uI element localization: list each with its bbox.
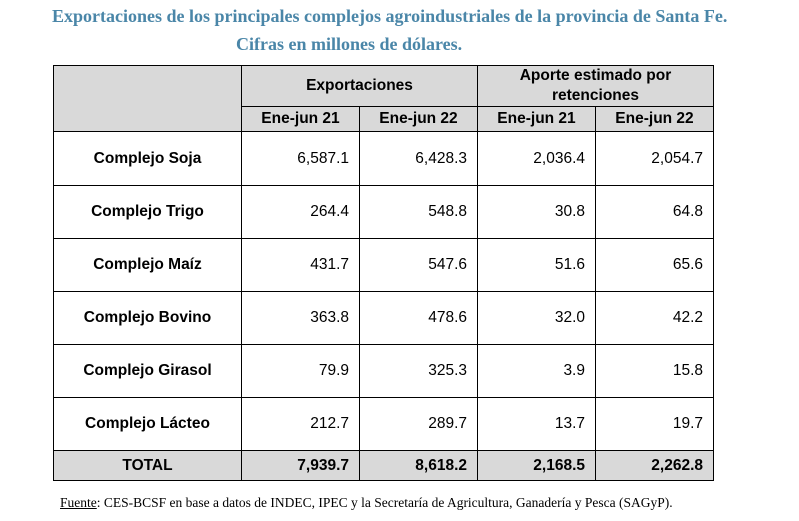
cell-value: 19.7 bbox=[595, 397, 714, 451]
row-label: Complejo Girasol bbox=[53, 344, 242, 398]
cell-value: 3.9 bbox=[477, 344, 596, 398]
total-label: TOTAL bbox=[53, 450, 242, 481]
row-label: Complejo Maíz bbox=[53, 238, 242, 292]
row-label: Complejo Soja bbox=[53, 131, 242, 186]
cell-value: 32.0 bbox=[477, 291, 596, 345]
table-row: Complejo Maíz 431.7 547.6 51.6 65.6 bbox=[53, 238, 714, 292]
row-label: Complejo Lácteo bbox=[53, 397, 242, 451]
total-value: 2,262.8 bbox=[595, 450, 714, 481]
row-label: Complejo Bovino bbox=[53, 291, 242, 345]
source-note: Fuente: CES-BCSF en base a datos de INDE… bbox=[60, 495, 673, 511]
cell-value: 6,428.3 bbox=[359, 131, 478, 186]
cell-value: 2,054.7 bbox=[595, 131, 714, 186]
header-corner-cell bbox=[53, 65, 242, 132]
table-row: Complejo Lácteo 212.7 289.7 13.7 19.7 bbox=[53, 397, 714, 451]
header-exports: Exportaciones bbox=[241, 65, 478, 107]
total-value: 2,168.5 bbox=[477, 450, 596, 481]
cell-value: 15.8 bbox=[595, 344, 714, 398]
exports-table: Exportaciones Aporte estimado por retenc… bbox=[53, 65, 714, 481]
cell-value: 325.3 bbox=[359, 344, 478, 398]
source-text: : CES-BCSF en base a datos de INDEC, IPE… bbox=[96, 495, 673, 510]
header-period: Ene-jun 21 bbox=[477, 106, 596, 132]
title-line-2: Cifras en millones de dólares. bbox=[236, 34, 463, 54]
cell-value: 2,036.4 bbox=[477, 131, 596, 186]
cell-value: 478.6 bbox=[359, 291, 478, 345]
table-row: Complejo Bovino 363.8 478.6 32.0 42.2 bbox=[53, 291, 714, 345]
total-value: 7,939.7 bbox=[241, 450, 360, 481]
cell-value: 51.6 bbox=[477, 238, 596, 292]
cell-value: 30.8 bbox=[477, 185, 596, 239]
total-row: TOTAL 7,939.7 8,618.2 2,168.5 2,262.8 bbox=[53, 450, 714, 481]
header-period: Ene-jun 22 bbox=[595, 106, 714, 132]
title-line-1: Exportaciones de los principales complej… bbox=[52, 6, 728, 26]
cell-value: 264.4 bbox=[241, 185, 360, 239]
table-row: Complejo Trigo 264.4 548.8 30.8 64.8 bbox=[53, 185, 714, 239]
row-label: Complejo Trigo bbox=[53, 185, 242, 239]
header-period: Ene-jun 22 bbox=[359, 106, 478, 132]
cell-value: 363.8 bbox=[241, 291, 360, 345]
cell-value: 431.7 bbox=[241, 238, 360, 292]
header-period: Ene-jun 21 bbox=[241, 106, 360, 132]
total-value: 8,618.2 bbox=[359, 450, 478, 481]
cell-value: 13.7 bbox=[477, 397, 596, 451]
cell-value: 289.7 bbox=[359, 397, 478, 451]
cell-value: 42.2 bbox=[595, 291, 714, 345]
table-row: Complejo Soja 6,587.1 6,428.3 2,036.4 2,… bbox=[53, 131, 714, 186]
cell-value: 6,587.1 bbox=[241, 131, 360, 186]
table-row: Complejo Girasol 79.9 325.3 3.9 15.8 bbox=[53, 344, 714, 398]
cell-value: 65.6 bbox=[595, 238, 714, 292]
cell-value: 547.6 bbox=[359, 238, 478, 292]
cell-value: 212.7 bbox=[241, 397, 360, 451]
cell-value: 79.9 bbox=[241, 344, 360, 398]
cell-value: 548.8 bbox=[359, 185, 478, 239]
header-retentions: Aporte estimado por retenciones bbox=[477, 65, 714, 107]
cell-value: 64.8 bbox=[595, 185, 714, 239]
source-label: Fuente bbox=[60, 495, 97, 510]
